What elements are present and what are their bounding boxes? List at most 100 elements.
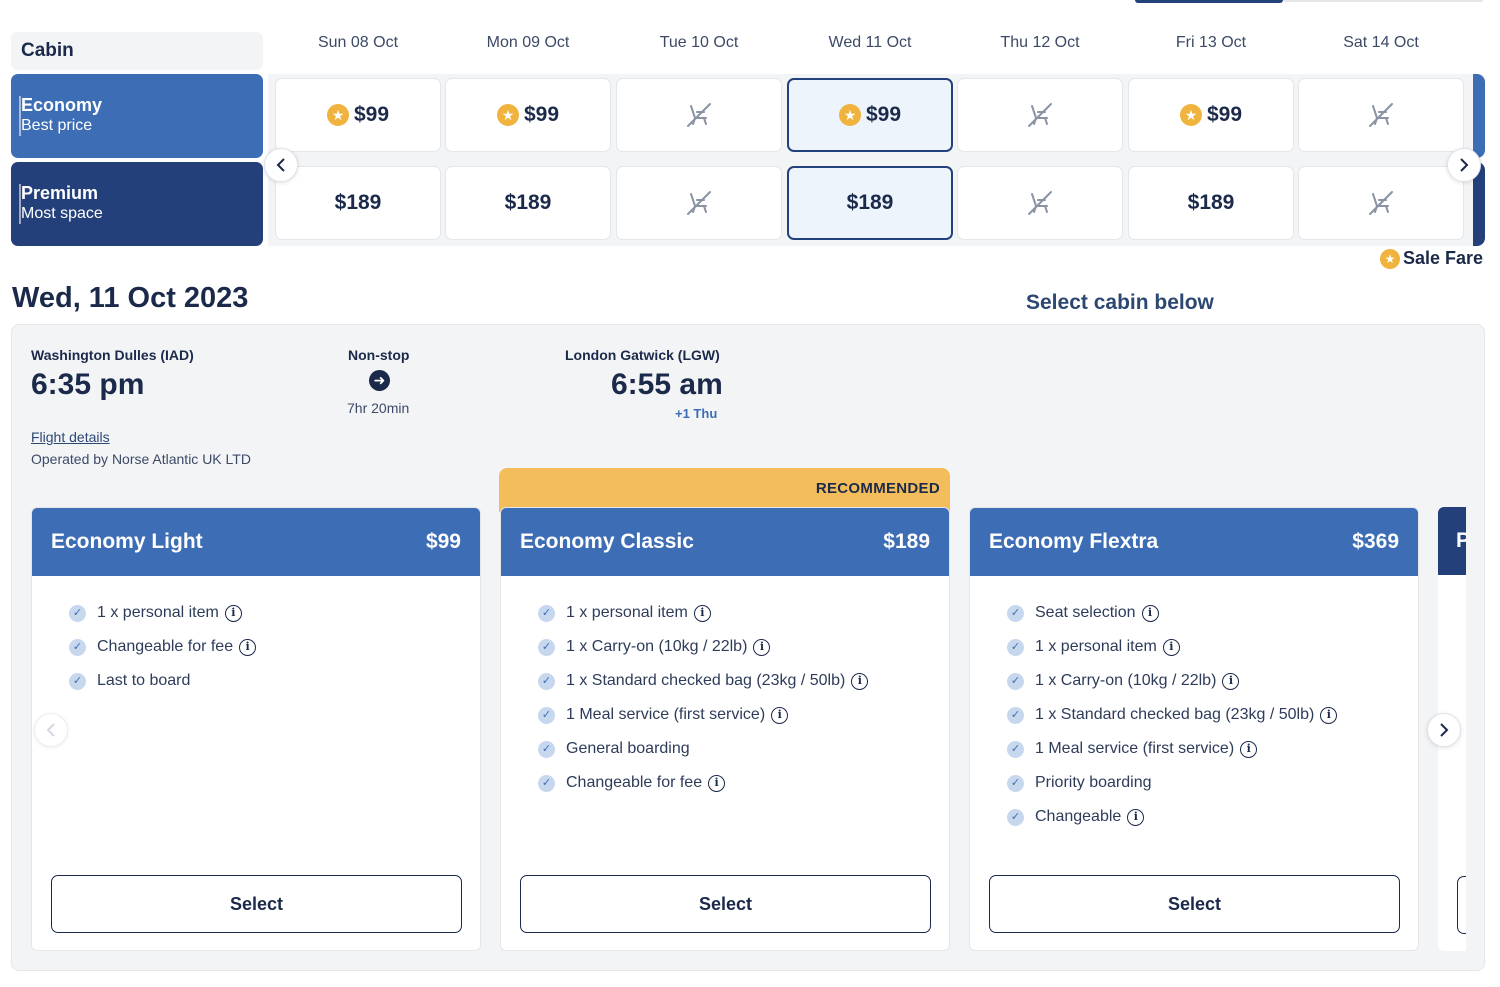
next-fare-card-peek[interactable]: P <box>1438 507 1466 951</box>
info-icon[interactable]: i <box>771 706 789 724</box>
fare-cell-economy[interactable]: ★ $99 <box>275 78 441 152</box>
fare-cell-economy <box>957 78 1123 152</box>
destination-airport: London Gatwick (LGW) <box>565 347 720 363</box>
fare-cell-premium[interactable]: $189 <box>787 166 953 240</box>
check-icon: ✓ <box>1007 774 1024 792</box>
info-icon[interactable]: i <box>1320 706 1338 724</box>
feature-list: ✓ 1 x personal item i ✓ Changeable for fee i ✓… <box>32 576 480 698</box>
info-icon[interactable]: i <box>1240 740 1258 758</box>
sale-star-icon: ★ <box>838 104 861 126</box>
feature-item: ✓ 1 Meal service (first service) i <box>1007 732 1418 766</box>
fare-card-title: Economy Flextra <box>989 530 1159 553</box>
feature-item: ✓ General boarding <box>538 732 949 766</box>
fare-cell-premium[interactable]: $189 <box>1128 166 1294 240</box>
chevron-left-icon <box>276 158 285 172</box>
feature-text: 1 Meal service (first service) <box>1035 740 1235 757</box>
info-icon[interactable]: i <box>693 604 711 622</box>
cards-next-button[interactable] <box>1427 713 1461 747</box>
feature-text: Changeable for fee <box>97 638 234 655</box>
check-icon: ✓ <box>69 638 86 656</box>
cabin-name: Premium <box>21 183 99 203</box>
fare-card-title: Economy Light <box>51 530 203 553</box>
peek-card-title: P <box>1438 507 1466 575</box>
feature-item: ✓ Last to board <box>69 664 480 698</box>
fare-cell-premium[interactable]: $189 <box>275 166 441 240</box>
info-icon[interactable]: i <box>851 672 869 690</box>
peek-select-button[interactable] <box>1457 876 1466 934</box>
fare-cell-premium[interactable]: $189 <box>445 166 611 240</box>
fare-cell-economy <box>616 78 782 152</box>
feature-item: ✓ 1 x personal item i <box>538 596 949 630</box>
feature-text: 1 Meal service (first service) <box>566 706 766 723</box>
top-tab-active[interactable] <box>1135 0 1283 3</box>
check-icon: ✓ <box>538 672 555 690</box>
date-header: Tue 10 Oct <box>659 34 739 51</box>
feature-item: ✓ Priority boarding <box>1007 766 1418 800</box>
fare-cell-economy[interactable]: ★ $99 <box>445 78 611 152</box>
info-icon[interactable]: i <box>239 638 257 656</box>
info-icon[interactable]: i <box>1162 638 1180 656</box>
select-fare-button[interactable]: Select <box>520 875 931 933</box>
date-header: Wed 11 Oct <box>828 34 912 51</box>
economy-row-edge <box>1473 74 1485 158</box>
feature-text: 1 x personal item <box>97 604 219 621</box>
info-icon[interactable]: i <box>1141 604 1159 622</box>
check-icon: ✓ <box>1007 604 1024 622</box>
date-header: Fri 13 Oct <box>1175 34 1247 51</box>
top-tab-inactive[interactable] <box>1283 0 1483 2</box>
feature-item: ✓ 1 x Standard checked bag (23kg / 50lb) i <box>1007 698 1418 732</box>
fare-cell-economy[interactable]: ★ $99 <box>787 78 953 152</box>
fare-card-header: Economy Light $99 <box>32 508 480 576</box>
sale-star-icon: ★ <box>496 104 519 126</box>
info-icon[interactable]: i <box>1127 808 1145 826</box>
fare-card-header: Economy Flextra $369 <box>970 508 1418 576</box>
arrow-right-icon: ➜ <box>369 370 390 391</box>
check-icon: ✓ <box>1007 706 1024 724</box>
date-header: Thu 12 Oct <box>1000 34 1080 51</box>
feature-list: ✓ Seat selection i ✓ 1 x personal item i ✓ 1 x … <box>970 576 1418 834</box>
grid-prev-button[interactable] <box>264 148 298 182</box>
feature-text: Last to board <box>97 672 191 689</box>
chevron-right-icon <box>1440 723 1449 737</box>
feature-item: ✓ Changeable for fee i <box>69 630 480 664</box>
check-icon: ✓ <box>1007 808 1024 826</box>
no-seat-icon <box>687 191 711 215</box>
info-icon[interactable]: i <box>224 604 242 622</box>
sale-star-icon: ★ <box>1380 248 1400 269</box>
feature-text: Priority boarding <box>1035 774 1152 791</box>
select-fare-button[interactable]: Select <box>989 875 1400 933</box>
select-fare-button[interactable]: Select <box>51 875 462 933</box>
check-icon: ✓ <box>1007 638 1024 656</box>
fare-card-price: $369 <box>1352 530 1399 553</box>
cabin-column-header: Cabin <box>11 32 263 70</box>
info-icon[interactable]: i <box>708 774 726 792</box>
fare-card-price: $99 <box>425 530 461 553</box>
date-header: Sun 08 Oct <box>317 34 399 51</box>
fare-cell-premium <box>616 166 782 240</box>
sale-star-icon: ★ <box>326 104 349 126</box>
fare-price: $189 <box>1187 191 1235 214</box>
fare-price: $99 <box>1206 103 1243 126</box>
fare-card-header: Economy Classic $189 <box>501 508 949 576</box>
grid-next-button[interactable] <box>1447 148 1481 182</box>
stops-label: Non-stop <box>348 347 410 363</box>
check-icon: ✓ <box>1007 740 1024 758</box>
fare-card: Economy Light $99 ✓ 1 x personal item i ✓ Chan… <box>31 507 481 951</box>
feature-item: ✓ Changeable for fee i <box>538 766 949 800</box>
cards-prev-button[interactable] <box>34 713 68 747</box>
fare-card-title: Economy Classic <box>520 530 694 553</box>
sale-star-icon: ★ <box>1179 104 1202 126</box>
info-icon[interactable]: i <box>1222 672 1240 690</box>
selected-date-title: Wed, 11 Oct 2023 <box>12 282 249 314</box>
feature-text: Seat selection <box>1035 604 1136 621</box>
fare-card: Economy Flextra $369 ✓ Seat selection i ✓ 1 x … <box>969 507 1419 951</box>
feature-list: ✓ 1 x personal item i ✓ 1 x Carry-on (10kg /… <box>501 576 949 800</box>
flight-details-link[interactable]: Flight details <box>31 429 110 445</box>
fare-cell-economy[interactable]: ★ $99 <box>1128 78 1294 152</box>
fare-price: $189 <box>846 191 894 214</box>
recommended-banner: RECOMMENDED <box>499 468 950 512</box>
fare-price: $189 <box>504 191 552 214</box>
chevron-left-icon <box>46 723 55 737</box>
check-icon: ✓ <box>538 740 555 758</box>
info-icon[interactable]: i <box>753 638 771 656</box>
